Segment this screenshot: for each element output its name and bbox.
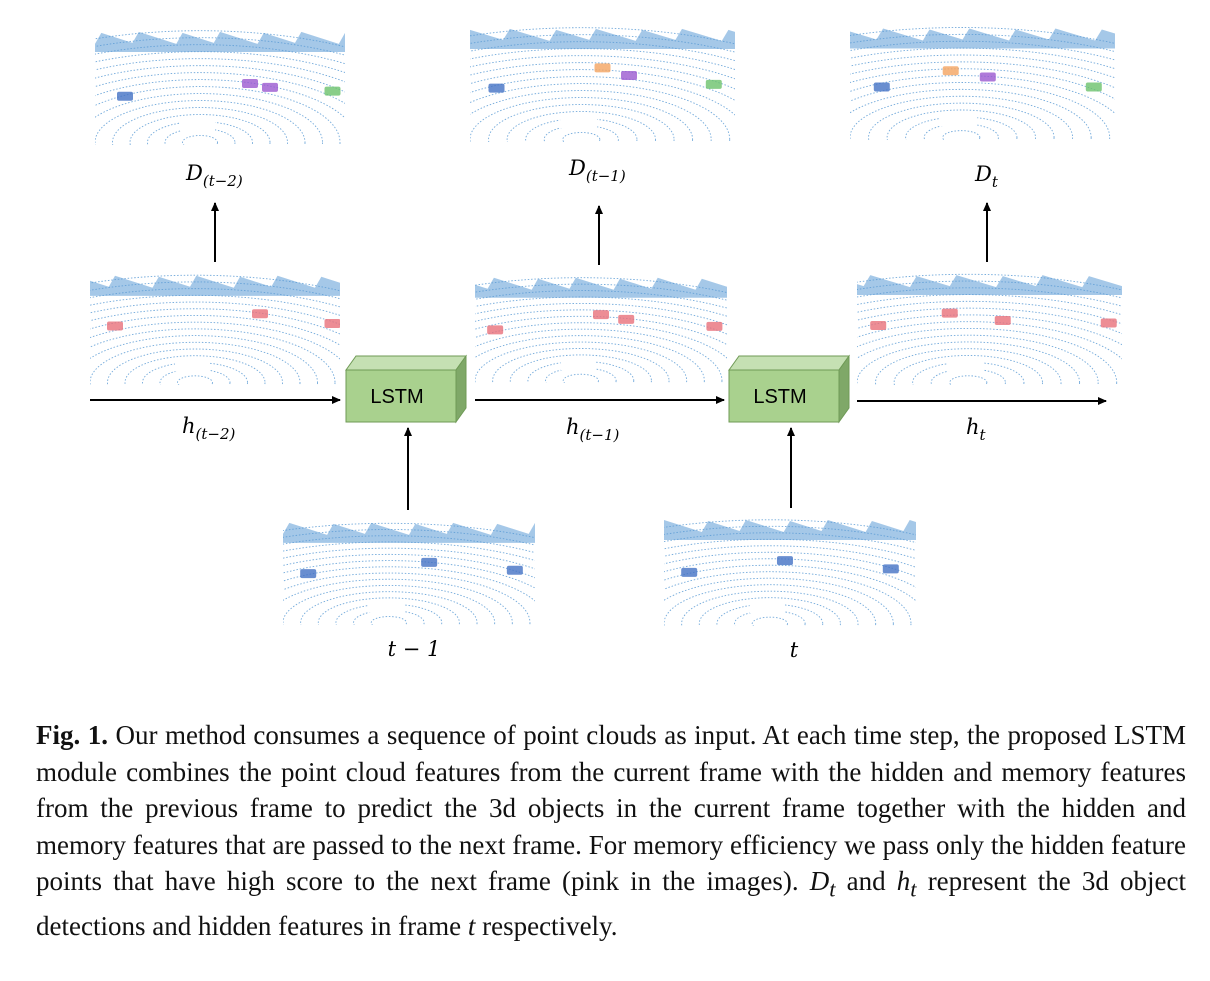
hidden-panel-2: [475, 266, 727, 383]
figure-label: Fig. 1.: [36, 720, 108, 750]
detection-panel-1: [95, 18, 345, 145]
caption-text: Our method consumes a sequence of point …: [36, 720, 1186, 896]
lstm-pipeline-diagram: LSTM LSTM D(t−2) D(t−1) Dt h(t−2) h(t−1)…: [90, 15, 1122, 662]
lstm-block-1: LSTM: [345, 354, 467, 424]
caption-math-t: t: [467, 910, 476, 941]
detection-label-3: Dt: [974, 162, 999, 191]
figure-caption: Fig. 1. Our method consumes a sequence o…: [36, 717, 1186, 944]
lstm-label-2: LSTM: [753, 386, 806, 408]
lstm-block-2-front: [728, 369, 840, 423]
input-panel-1: [283, 512, 535, 625]
detection-panel-3: [850, 15, 1115, 140]
hidden-label-2: h(t−1): [566, 415, 620, 444]
caption-text-rest: represent the 3d object detections and h…: [36, 866, 1186, 941]
hidden-label-3: ht: [966, 415, 987, 444]
lstm-block-2-top: [728, 355, 850, 371]
lstm-block-2: LSTM: [728, 354, 850, 424]
hidden-panel-1: [90, 263, 340, 385]
caption-math-d-sub: t: [829, 876, 836, 902]
hidden-label-1: h(t−2): [182, 414, 236, 443]
caption-math-d: D: [809, 866, 830, 896]
caption-text-and: and: [835, 866, 897, 896]
hidden-panel-3: [857, 262, 1122, 385]
input-label-2: t: [790, 638, 799, 662]
detection-panel-2: [470, 15, 735, 142]
detection-label-1: D(t−2): [185, 161, 243, 190]
lstm-label-1: LSTM: [370, 386, 423, 408]
lstm-block-1-top: [345, 355, 467, 371]
caption-math-h: h: [896, 866, 911, 896]
detection-label-2: D(t−1): [568, 156, 626, 185]
input-label-1: t − 1: [388, 637, 441, 661]
lstm-block-1-front: [345, 369, 457, 423]
caption-text-end: respectively.: [475, 910, 618, 941]
input-panel-2: [664, 508, 916, 626]
caption-math-h-sub: t: [910, 876, 917, 902]
